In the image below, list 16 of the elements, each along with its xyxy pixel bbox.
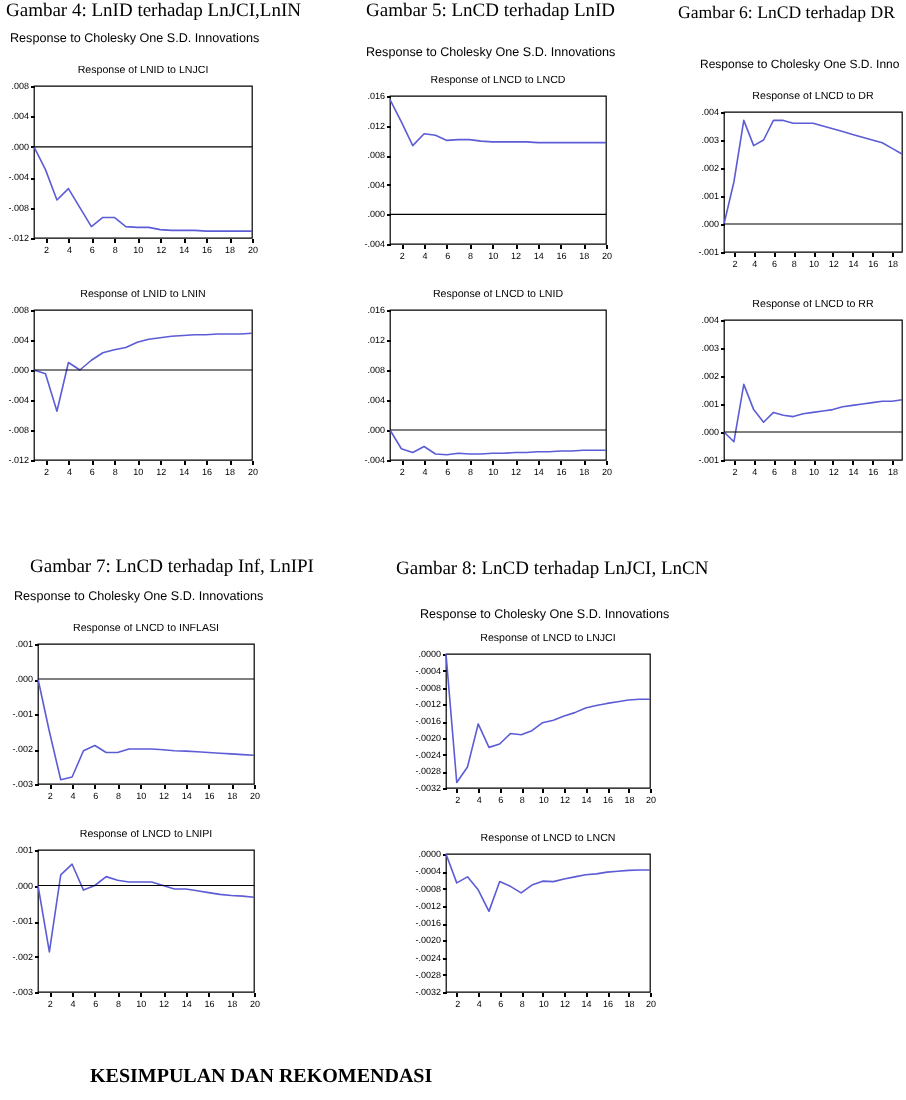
text: Gambar 7: LnCD terhadap Inf, LnIPI: [30, 558, 314, 579]
text: Gambar 4: LnID terhadap LnJCI,LnIN: [6, 2, 301, 23]
line-series: [723, 119, 903, 225]
line-series: [445, 653, 651, 784]
line-series: [37, 678, 255, 781]
text: Gambar 5: LnCD terhadap LnID: [366, 2, 616, 23]
text: Gambar 6: LnCD terhadap DR: [678, 2, 895, 22]
line-series: [389, 98, 607, 147]
line-series: [389, 429, 607, 456]
line-series: [33, 146, 253, 232]
line-series: [723, 383, 903, 443]
line-series: [33, 332, 253, 413]
text: KESIMPULAN DAN REKOMENDASI: [90, 1066, 433, 1088]
line-series: [37, 863, 255, 953]
text: Gambar 8: LnCD terhadap LnJCI, LnCN: [396, 560, 709, 581]
line-series: [445, 853, 651, 913]
